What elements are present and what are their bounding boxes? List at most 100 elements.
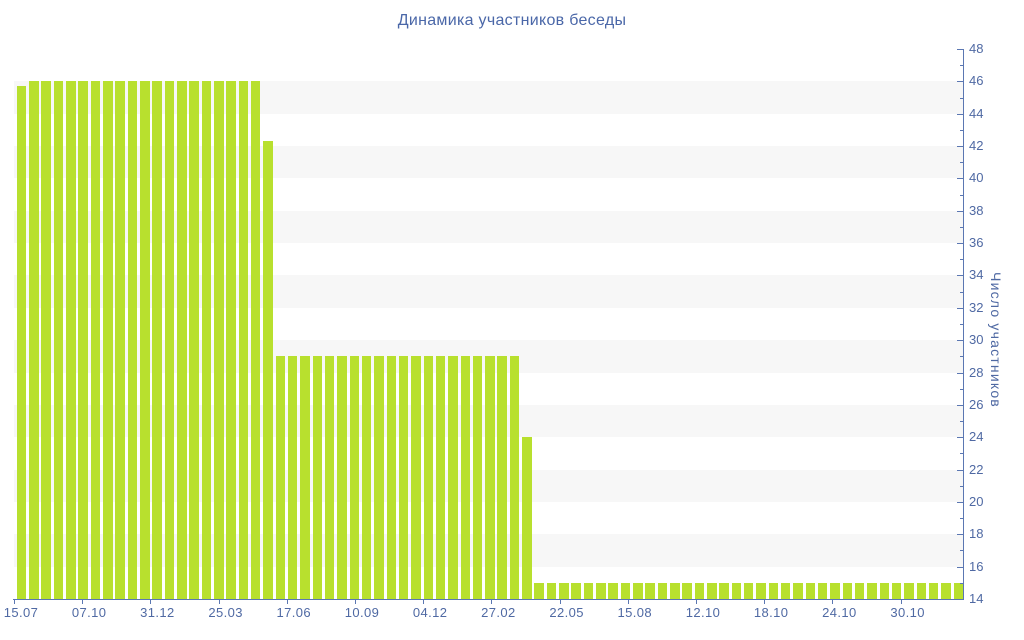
bar <box>953 582 963 599</box>
y-axis-tick-label: 28 <box>969 364 984 380</box>
x-tick <box>218 600 220 604</box>
y-minor-tick <box>960 65 963 67</box>
y-major-tick <box>957 340 963 342</box>
bar <box>312 356 323 599</box>
bar <box>497 356 507 599</box>
x-axis-tick-label: 07.10 <box>71 605 107 620</box>
y-axis-tick-label: 16 <box>969 558 984 574</box>
y-minor-tick <box>960 356 963 358</box>
bar <box>127 81 138 599</box>
bar <box>411 356 421 599</box>
y-axis-tick-label: 30 <box>969 332 984 348</box>
bar <box>337 356 347 599</box>
bar <box>793 582 803 599</box>
bar <box>645 582 655 599</box>
bar <box>29 81 39 599</box>
bar <box>571 582 581 599</box>
y-major-tick <box>957 243 963 245</box>
bar <box>275 356 286 599</box>
bar <box>719 582 729 599</box>
y-axis-tick-label: 44 <box>969 105 984 121</box>
bar <box>78 81 88 599</box>
y-minor-tick <box>960 388 963 390</box>
bar <box>916 582 927 599</box>
x-axis-tick-label: 27.02 <box>481 605 516 620</box>
x-axis-tick-label: 04.12 <box>412 605 448 620</box>
y-axis-tick-label: 36 <box>969 235 984 251</box>
y-minor-tick <box>960 485 963 487</box>
y-major-tick <box>957 469 963 471</box>
y-minor-tick <box>960 550 963 552</box>
bar <box>41 81 51 599</box>
bar <box>707 582 717 599</box>
bar <box>817 582 828 599</box>
bar <box>756 582 766 599</box>
bar <box>435 356 446 599</box>
x-tick <box>491 600 493 604</box>
bar <box>152 81 162 599</box>
bar <box>534 582 544 599</box>
x-axis-tick-label: 15.07 <box>3 605 39 620</box>
x-axis-tick-label: 30.10 <box>890 605 925 620</box>
bar <box>103 81 113 599</box>
y-axis-tick-label: 26 <box>969 396 984 412</box>
x-tick <box>423 600 425 604</box>
bar <box>374 356 384 599</box>
bar <box>657 582 668 599</box>
bar <box>386 356 397 599</box>
bar <box>522 437 532 599</box>
bar <box>743 582 754 599</box>
y-minor-tick <box>960 162 963 164</box>
x-tick <box>150 600 152 604</box>
y-major-tick <box>957 113 963 115</box>
bar <box>53 81 64 599</box>
y-minor-tick <box>960 226 963 228</box>
bar <box>854 582 865 599</box>
bar <box>349 356 360 599</box>
x-tick <box>832 600 834 604</box>
y-major-tick <box>957 275 963 277</box>
bar <box>941 582 951 599</box>
y-major-tick <box>957 210 963 212</box>
bar <box>226 81 236 599</box>
x-tick <box>900 600 902 604</box>
bar <box>300 356 310 599</box>
bar <box>891 582 902 599</box>
x-axis-tick-label: 25.03 <box>208 605 243 620</box>
bar <box>904 582 914 599</box>
bar <box>66 81 76 599</box>
y-minor-tick <box>960 259 963 261</box>
y-minor-tick <box>960 518 963 520</box>
bar <box>596 582 606 599</box>
y-axis-tick-label: 34 <box>969 267 984 283</box>
y-major-tick <box>957 307 963 309</box>
bar <box>361 356 372 599</box>
x-tick <box>355 600 356 604</box>
bar <box>546 582 557 599</box>
x-axis-tick-label: 18.10 <box>753 605 789 620</box>
bar <box>842 582 853 599</box>
bar <box>263 141 273 599</box>
y-axis-title: Число участников <box>988 272 1004 408</box>
bar <box>867 582 877 599</box>
bar <box>768 582 779 599</box>
y-axis-tick-label: 24 <box>969 429 984 445</box>
y-axis-line <box>963 49 964 600</box>
y-axis-tick-label: 40 <box>969 170 984 186</box>
y-major-tick <box>957 372 963 374</box>
plot-area <box>14 49 963 599</box>
y-major-tick <box>957 437 963 439</box>
y-axis-tick-label: 14 <box>969 591 984 606</box>
y-major-tick <box>957 178 963 180</box>
bar <box>324 356 335 599</box>
bar <box>115 81 125 599</box>
y-major-tick <box>957 599 963 600</box>
y-axis-tick-label: 20 <box>969 493 984 509</box>
y-major-tick <box>957 81 963 83</box>
y-axis-tick-label: 46 <box>969 73 984 89</box>
bar <box>448 356 458 599</box>
bar <box>608 582 618 599</box>
bar <box>485 356 495 599</box>
y-minor-tick <box>960 129 963 131</box>
